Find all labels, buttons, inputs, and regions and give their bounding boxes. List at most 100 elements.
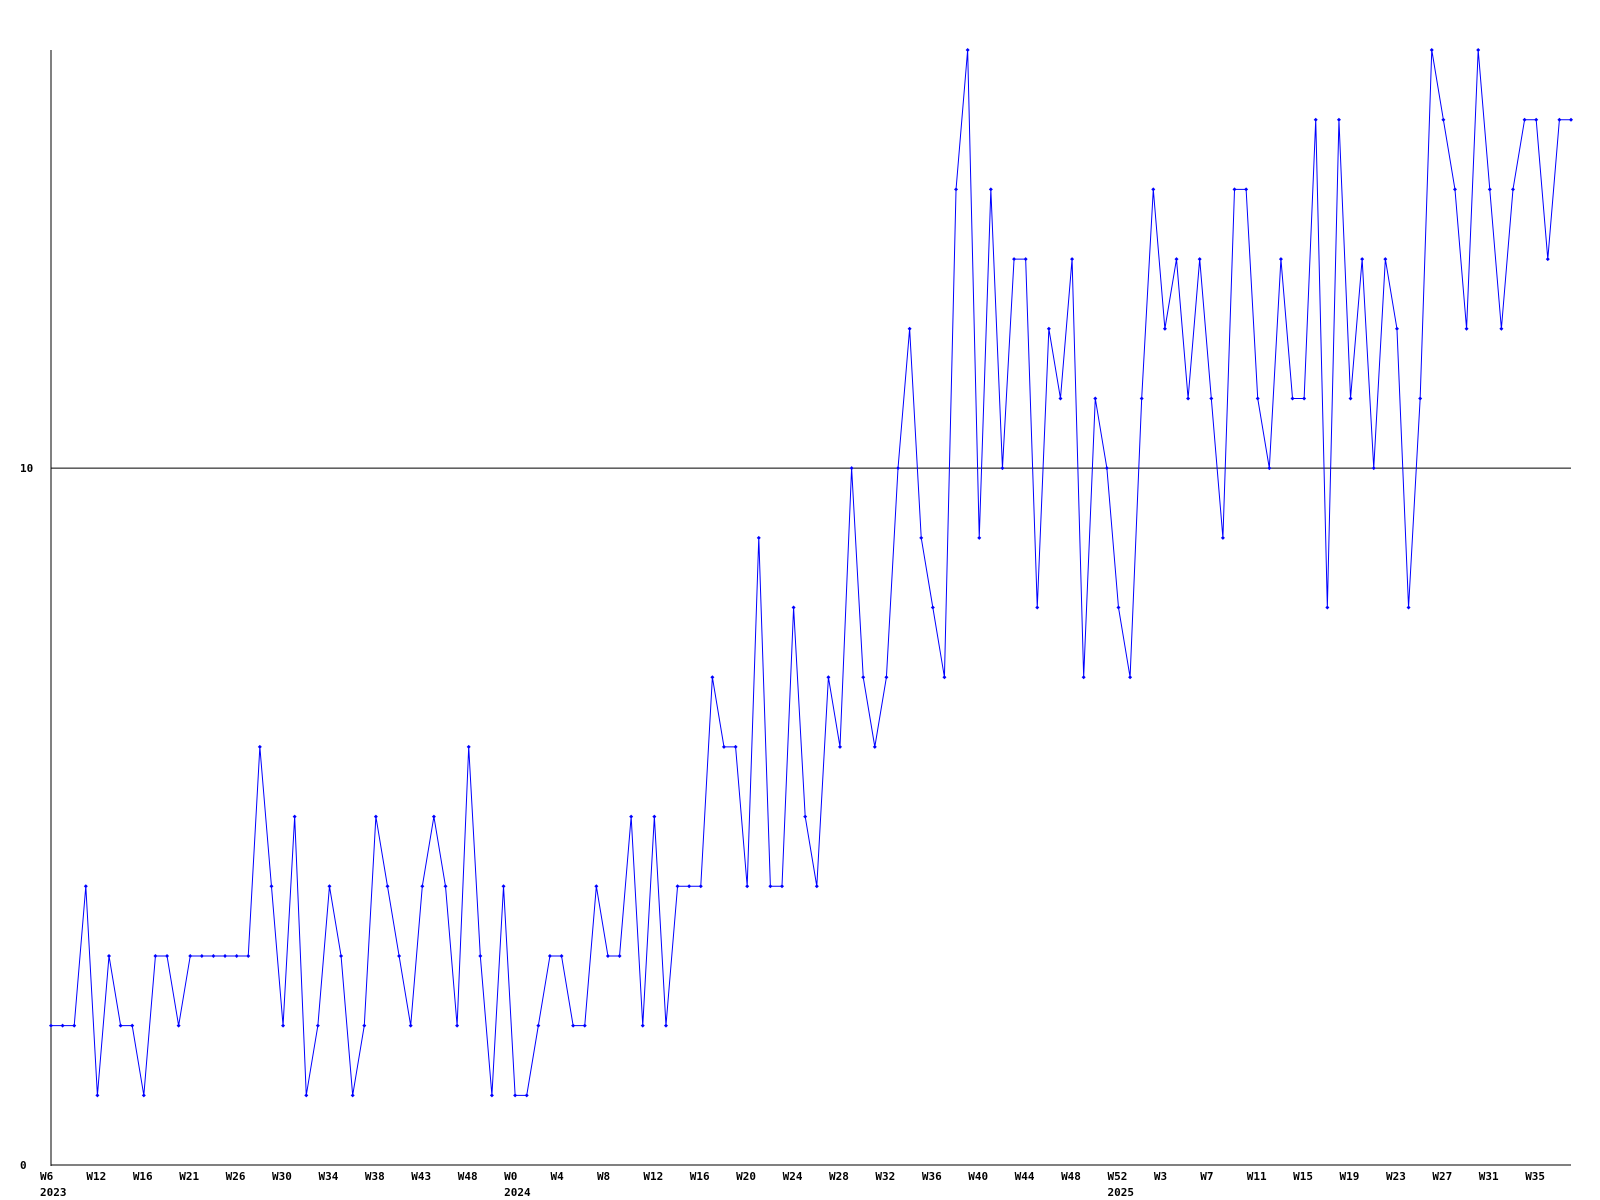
data-point xyxy=(95,1093,100,1098)
data-point xyxy=(1070,257,1075,262)
data-point xyxy=(234,953,239,958)
data-point xyxy=(884,675,889,680)
data-point xyxy=(455,1023,460,1028)
data-point xyxy=(118,1023,123,1028)
data-point xyxy=(478,953,483,958)
x-tick-label: W16 xyxy=(690,1170,710,1183)
data-point xyxy=(675,884,680,889)
data-point xyxy=(1220,535,1225,540)
data-point xyxy=(408,1023,413,1028)
data-point xyxy=(977,535,982,540)
data-point xyxy=(1313,117,1318,122)
data-point xyxy=(1139,396,1144,401)
data-point xyxy=(745,884,750,889)
data-point xyxy=(199,953,204,958)
x-tick-label: W40 xyxy=(968,1170,988,1183)
data-point xyxy=(1545,257,1550,262)
x-tick-label: W23 xyxy=(1386,1170,1406,1183)
data-point xyxy=(431,814,436,819)
data-point xyxy=(49,1023,53,1028)
data-point xyxy=(60,1023,65,1028)
x-tick-label: W8 xyxy=(597,1170,610,1183)
data-point xyxy=(1569,117,1573,122)
data-point xyxy=(281,1023,286,1028)
data-line xyxy=(51,49,1571,1096)
data-point xyxy=(339,953,344,958)
data-point xyxy=(640,1023,645,1028)
data-point xyxy=(1093,396,1098,401)
x-tick-label: W12 xyxy=(86,1170,106,1183)
data-point xyxy=(1499,326,1504,331)
data-point xyxy=(849,466,854,471)
data-point xyxy=(1371,466,1376,471)
x-year-label: 2024 xyxy=(504,1186,531,1199)
x-tick-label: W26 xyxy=(226,1170,246,1183)
x-tick-label: W3 xyxy=(1154,1170,1167,1183)
data-point xyxy=(1325,605,1330,610)
x-tick-label: W19 xyxy=(1340,1170,1360,1183)
data-point xyxy=(1429,48,1434,52)
data-point xyxy=(1290,396,1295,401)
data-point xyxy=(826,675,831,680)
data-point xyxy=(153,953,158,958)
data-point xyxy=(373,814,378,819)
data-point xyxy=(1058,396,1063,401)
data-point xyxy=(605,953,610,958)
data-point xyxy=(292,814,297,819)
y-tick-label: 10 xyxy=(20,462,33,475)
data-point xyxy=(362,1023,367,1028)
data-point xyxy=(397,953,402,958)
data-point xyxy=(315,1023,320,1028)
x-tick-label: W6 xyxy=(40,1170,54,1183)
data-point xyxy=(165,953,170,958)
data-point xyxy=(629,814,634,819)
data-point xyxy=(1151,187,1156,192)
data-point xyxy=(141,1093,146,1098)
data-point xyxy=(559,953,564,958)
x-tick-label: W15 xyxy=(1293,1170,1313,1183)
data-point xyxy=(1209,396,1214,401)
data-point xyxy=(582,1023,587,1028)
data-point xyxy=(896,466,901,471)
data-point xyxy=(1360,257,1365,262)
data-point xyxy=(768,884,773,889)
x-tick-label: W21 xyxy=(179,1170,199,1183)
data-point xyxy=(1348,396,1353,401)
x-tick-label: W38 xyxy=(365,1170,385,1183)
data-point xyxy=(524,1093,529,1098)
data-point xyxy=(1464,326,1469,331)
data-point xyxy=(1278,257,1283,262)
x-tick-label: W48 xyxy=(458,1170,478,1183)
data-point xyxy=(721,744,726,749)
x-tick-label: W31 xyxy=(1479,1170,1499,1183)
data-point xyxy=(130,1023,135,1028)
data-point xyxy=(594,884,599,889)
data-point xyxy=(83,884,88,889)
x-tick-label: W34 xyxy=(318,1170,338,1183)
x-tick-label: W30 xyxy=(272,1170,292,1183)
data-point xyxy=(687,884,692,889)
data-point xyxy=(1383,257,1388,262)
data-point xyxy=(350,1093,355,1098)
data-point xyxy=(72,1023,77,1028)
x-tick-label: W11 xyxy=(1247,1170,1267,1183)
data-point xyxy=(1035,605,1040,610)
data-point xyxy=(420,884,425,889)
data-point xyxy=(1510,187,1515,192)
data-point xyxy=(1104,466,1109,471)
data-point xyxy=(965,48,970,52)
data-point xyxy=(211,953,216,958)
x-tick-label: W27 xyxy=(1432,1170,1452,1183)
data-point xyxy=(1023,257,1028,262)
x-tick-label: W16 xyxy=(133,1170,153,1183)
data-point xyxy=(652,814,657,819)
x-tick-label: W0 xyxy=(504,1170,517,1183)
data-point xyxy=(1302,396,1307,401)
data-point xyxy=(1232,187,1237,192)
data-point xyxy=(942,675,947,680)
data-point xyxy=(501,884,506,889)
data-point xyxy=(107,953,112,958)
